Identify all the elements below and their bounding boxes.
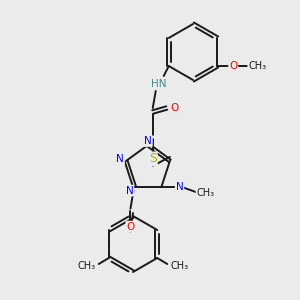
Text: O: O [126, 222, 135, 232]
Text: CH₃: CH₃ [78, 261, 96, 271]
Text: CH₃: CH₃ [170, 261, 188, 271]
Text: O: O [171, 103, 179, 113]
Text: S: S [149, 152, 157, 166]
Text: O: O [229, 61, 237, 71]
Text: CH₃: CH₃ [248, 61, 266, 71]
Text: HN: HN [151, 79, 167, 89]
Text: CH₃: CH₃ [196, 188, 214, 198]
Text: N: N [144, 136, 152, 146]
Text: N: N [116, 154, 124, 164]
Text: N: N [126, 186, 134, 196]
Text: N: N [176, 182, 183, 192]
